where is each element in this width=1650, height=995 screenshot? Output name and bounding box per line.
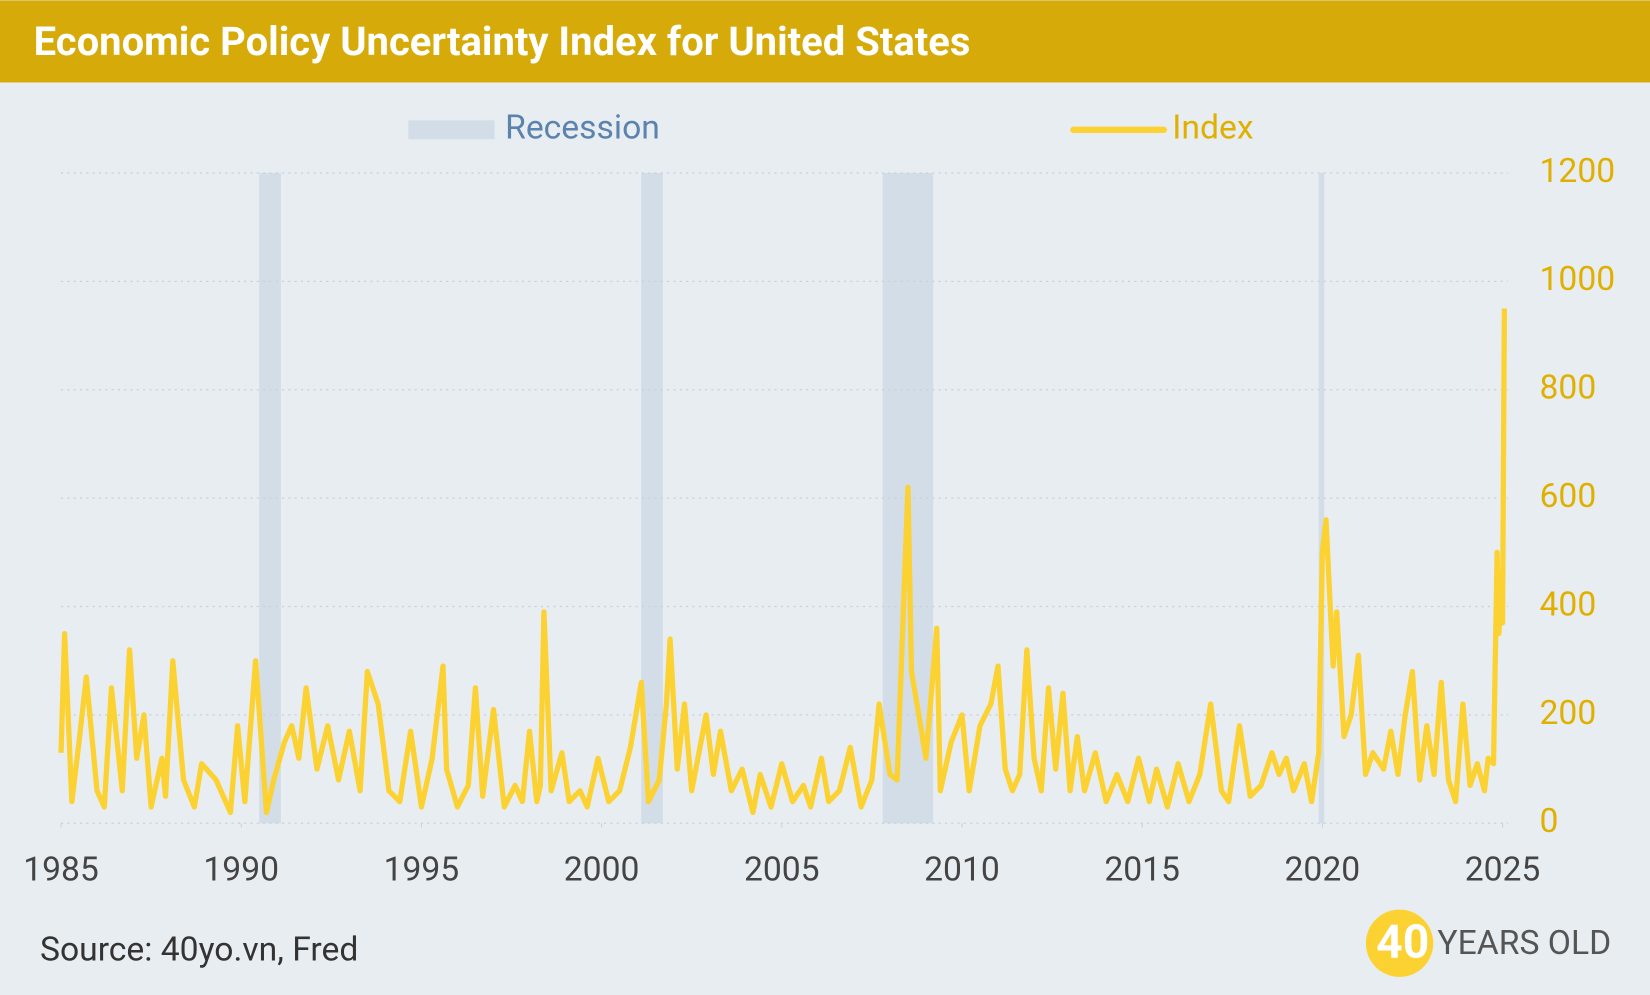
logo-number: 40 <box>1376 916 1429 970</box>
logo-circle <box>1365 909 1434 977</box>
x-tick-label: 1995 <box>384 851 460 890</box>
source: Source: 40yo.vn, Fred <box>40 931 358 970</box>
x-tick-label: 2020 <box>1285 851 1361 890</box>
recession-band <box>641 172 663 824</box>
x-tick-label: 2010 <box>924 851 1000 890</box>
y-tick-label: 400 <box>1540 585 1597 624</box>
legend-label: Index <box>1172 109 1253 148</box>
x-tick-label: 2005 <box>744 851 820 890</box>
x-tick-label: 1985 <box>23 851 99 890</box>
y-tick-label: 600 <box>1540 477 1597 516</box>
plot-area: 0 200 400 600 800 1000 1200 1985 1990 1995 2000 200… <box>23 152 1615 890</box>
y-tick-label: 800 <box>1540 369 1597 408</box>
legend-swatch-recession <box>408 120 495 140</box>
x-tick-label: 2015 <box>1104 851 1180 890</box>
header-band <box>0 0 1650 83</box>
x-tick-label: 1990 <box>203 851 279 890</box>
y-tick-label: 1200 <box>1540 152 1616 191</box>
y-tick-label: 0 <box>1540 802 1559 841</box>
legend-label: Recession <box>505 109 660 148</box>
recession-band <box>1318 172 1325 824</box>
index-line <box>58 308 1507 816</box>
x-tick-label: 2025 <box>1465 851 1541 890</box>
chart-title: Economic Policy Uncertainty Index for Un… <box>34 18 971 65</box>
x-tick-label: 2000 <box>564 851 640 890</box>
y-tick-label: 1000 <box>1540 260 1616 299</box>
y-tick-label: 200 <box>1540 694 1597 733</box>
logo-text: YEARS OLD <box>1437 924 1611 963</box>
